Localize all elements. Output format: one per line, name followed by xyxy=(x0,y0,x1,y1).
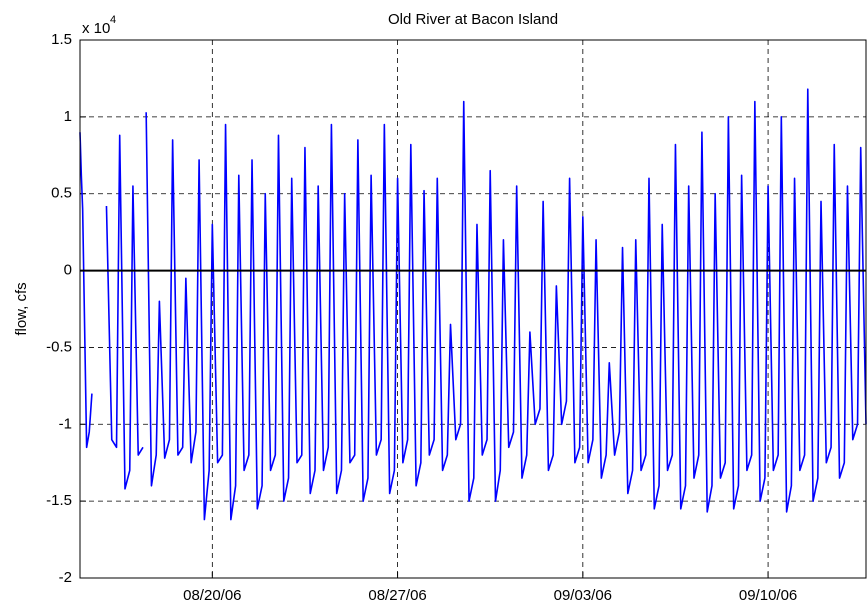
flow-line xyxy=(105,134,144,490)
plot-frame xyxy=(79,39,867,579)
y-axis-label: flow, cfs xyxy=(13,282,30,335)
y-tick-label: 1.5 xyxy=(51,31,72,48)
axis-multiplier-exponent: 4 xyxy=(110,14,116,26)
x-tick-label: 09/03/06 xyxy=(554,587,612,604)
axis-multiplier: x 10 xyxy=(82,20,110,37)
y-tick-label: -0.5 xyxy=(46,338,72,355)
y-tick-label: 1 xyxy=(64,108,72,125)
y-tick-label: -2 xyxy=(59,569,72,586)
y-tick-label: 0 xyxy=(64,262,72,279)
x-tick-label: 08/27/06 xyxy=(368,587,426,604)
flow-line xyxy=(79,132,93,449)
flow-line xyxy=(145,88,867,521)
x-tick-label: 09/10/06 xyxy=(739,587,797,604)
y-tick-label: -1.5 xyxy=(46,492,72,509)
y-tick-label: -1 xyxy=(59,415,72,432)
y-tick-label: 0.5 xyxy=(51,185,72,202)
chart-title: Old River at Bacon Island xyxy=(388,11,558,28)
x-tick-label: 08/20/06 xyxy=(183,587,241,604)
